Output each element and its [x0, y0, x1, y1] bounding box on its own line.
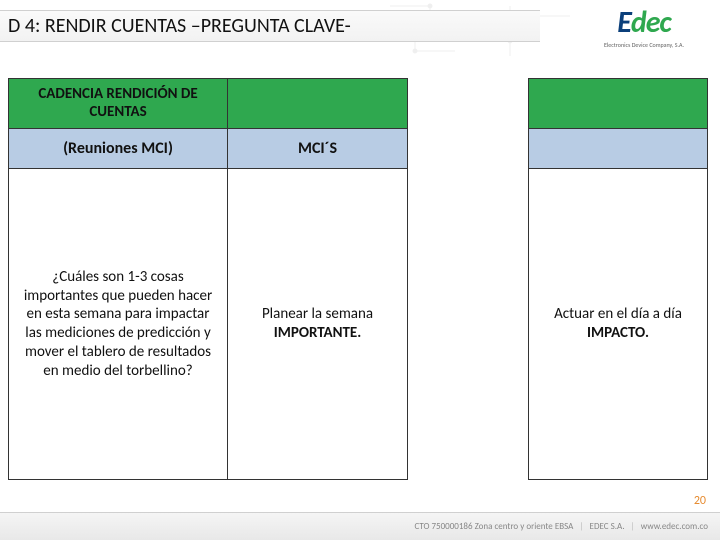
logo-letters-dec: dec	[631, 4, 671, 41]
slide-title: D 4: RENDIR CUENTAS –PREGUNTA CLAVE-	[8, 14, 351, 38]
col2-body-line1: Planear la semana	[262, 305, 373, 323]
title-bar: D 4: RENDIR CUENTAS –PREGUNTA CLAVE-	[0, 10, 540, 42]
page-number: 20	[694, 494, 706, 508]
logo-tagline: Electronics Device Company, S.A.	[604, 41, 684, 49]
brand-logo: Edec Electronics Device Company, S.A.	[584, 4, 704, 48]
col2-header-blue: MCI´S	[228, 129, 407, 169]
col3-header-blue	[529, 129, 707, 169]
footer-sep-1: |	[579, 521, 583, 532]
column-cadencia: CADENCIA RENDICIÓN DE CUENTAS (Reuniones…	[8, 78, 228, 480]
col1-header-green: CADENCIA RENDICIÓN DE CUENTAS	[9, 79, 227, 129]
col3-body-line2: IMPACTO.	[587, 324, 649, 342]
column-mcis: MCI´S Planear la semana IMPORTANTE.	[228, 78, 408, 480]
col3-body-line1: Actuar en el día a día	[554, 305, 682, 323]
col1-header-blue: (Reuniones MCI)	[9, 129, 227, 169]
footer-bar: CTO 750000186 Zona centro y oriente EBSA…	[0, 512, 720, 540]
content-table: CADENCIA RENDICIÓN DE CUENTAS (Reuniones…	[8, 78, 712, 480]
col2-body-line2: IMPORTANTE.	[274, 324, 362, 342]
col3-header-green	[529, 79, 707, 129]
footer-left: CTO 750000186 Zona centro y oriente EBSA	[415, 521, 574, 532]
column-actuar: Actuar en el día a día IMPACTO.	[528, 78, 708, 480]
logo-letter-e: E	[617, 8, 631, 38]
col2-header-green	[228, 79, 407, 129]
col3-body: Actuar en el día a día IMPACTO.	[529, 169, 707, 479]
footer-right: www.edec.com.co	[641, 521, 708, 532]
footer-mid: EDEC S.A.	[590, 521, 625, 532]
col1-body: ¿Cuáles son 1-3 cosas importantes que pu…	[9, 169, 227, 479]
column-gap	[408, 78, 528, 480]
footer-sep-2: |	[631, 521, 635, 532]
col2-body: Planear la semana IMPORTANTE.	[228, 169, 407, 479]
